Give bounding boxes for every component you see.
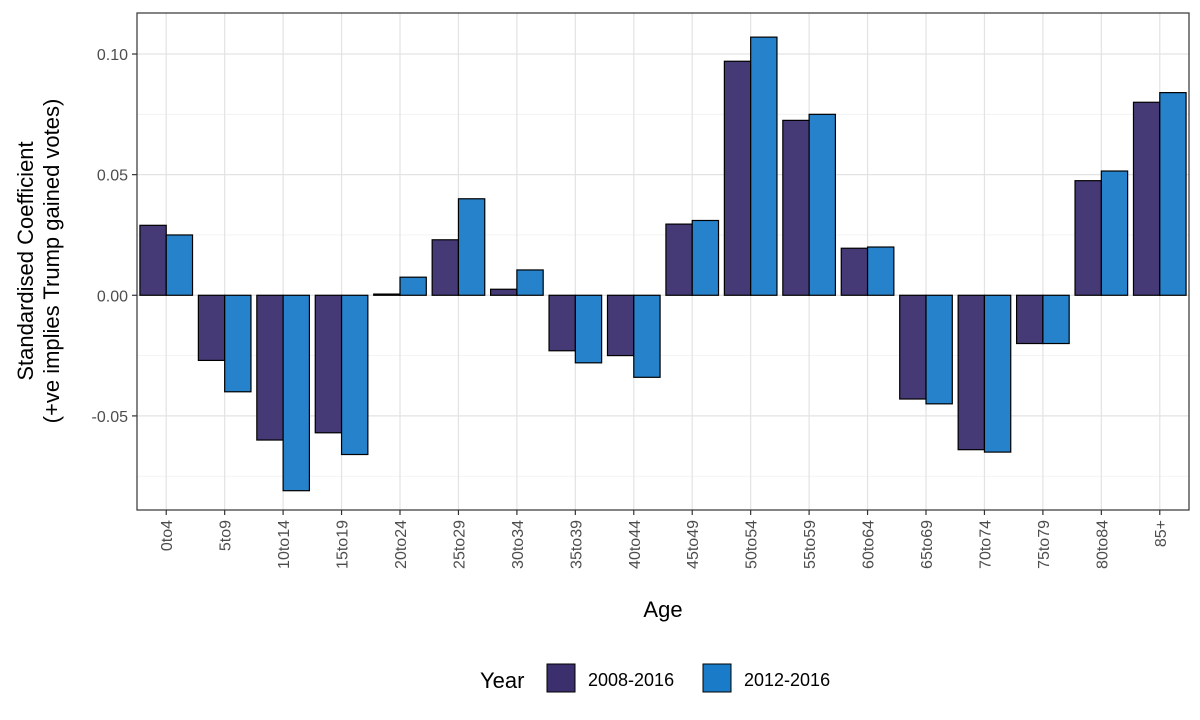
x-tick-label: 15to19	[335, 520, 352, 569]
bar-2012-2016-50to54	[750, 36, 778, 296]
bar-2012-2016-20to24	[399, 276, 427, 296]
x-axis-title: Age	[643, 597, 682, 622]
bar-2008-2016-55to59	[782, 119, 810, 296]
bar-2012-2016-10to14	[282, 294, 311, 492]
x-tick-label: 10to14	[276, 520, 293, 569]
legend-title: Year	[480, 668, 524, 693]
x-tick-label: 30to34	[510, 520, 527, 569]
bar-2008-2016-40to44	[606, 294, 635, 357]
bar-2012-2016-45to49	[691, 219, 720, 296]
bar-2012-2016-15to19	[340, 294, 369, 456]
x-tick-label: 65to69	[919, 520, 936, 569]
bar-2008-2016-20to24	[373, 293, 401, 296]
bar-2008-2016-85+	[1132, 101, 1161, 296]
x-tick-label: 85+	[1153, 520, 1170, 547]
bar-2012-2016-75to79	[1042, 294, 1070, 345]
x-tick-label: 35to39	[568, 520, 585, 569]
bar-2008-2016-30to34	[489, 288, 518, 296]
x-tick-label: 60to64	[861, 520, 878, 569]
bar-2008-2016-65to69	[899, 294, 927, 400]
x-tick-label: 20to24	[393, 520, 410, 569]
bar-2008-2016-60to64	[840, 247, 869, 296]
bar-2012-2016-55to59	[808, 113, 837, 296]
plot-panel	[137, 13, 1189, 510]
bar-2012-2016-65to69	[925, 294, 953, 405]
bar-2008-2016-50to54	[723, 60, 752, 296]
bar-2008-2016-5to9	[197, 294, 226, 362]
grid-layer	[137, 13, 1189, 510]
x-tick-label: 55to59	[802, 520, 819, 569]
y-axis: -0.05 0.00 0.05 0.10	[92, 47, 137, 426]
panel-border	[136, 12, 1190, 511]
bar-2012-2016-0to4	[165, 234, 194, 296]
x-tick-label: 50to54	[744, 520, 761, 569]
bar-2008-2016-75to79	[1015, 294, 1044, 345]
x-tick-label: 75to79	[1036, 520, 1053, 569]
bar-2012-2016-25to29	[457, 198, 486, 296]
bar-2008-2016-15to19	[314, 294, 343, 434]
legend-key-2008-2016	[546, 663, 576, 693]
legend-label-2008-2016: 2008-2016	[588, 670, 674, 690]
legend-key-2012-2016	[702, 663, 732, 693]
x-tick-label: 70to74	[977, 520, 994, 569]
bar-2012-2016-5to9	[224, 294, 252, 393]
bar-2012-2016-40to44	[633, 294, 661, 378]
x-axis: 0to4 5to9 10to14 15to19 20to24 25to29 30to34 35…	[159, 510, 1170, 569]
x-tick-label: 45to49	[685, 520, 702, 569]
bar-2008-2016-70to74	[957, 294, 986, 451]
legend: Year 2008-2016 2012-2016	[480, 663, 830, 693]
bar-2008-2016-0to4	[139, 224, 167, 296]
bar-2012-2016-70to74	[983, 294, 1012, 453]
bar-2012-2016-30to34	[516, 269, 544, 296]
x-tick-label: 5to9	[218, 520, 235, 551]
x-tick-label: 80to84	[1094, 520, 1111, 569]
bar-2008-2016-45to49	[665, 223, 693, 296]
y-tick-label: 0.10	[97, 47, 128, 64]
bar-2012-2016-80to84	[1100, 170, 1129, 296]
legend-label-2012-2016: 2012-2016	[744, 670, 830, 690]
y-axis-title: Standardised Coefficient (+ve implies Tr…	[13, 99, 64, 424]
y-axis-title-line2: (+ve implies Trump gained votes)	[39, 99, 64, 424]
bar-2008-2016-35to39	[548, 294, 576, 352]
bar-2012-2016-85+	[1159, 92, 1187, 296]
y-tick-label: 0.05	[97, 168, 128, 185]
y-tick-label: 0.00	[97, 288, 128, 305]
bars-layer	[139, 36, 1187, 492]
y-tick-label: -0.05	[92, 409, 129, 426]
bar-2008-2016-25to29	[431, 239, 460, 296]
x-tick-label: 0to4	[159, 520, 176, 551]
x-tick-label: 25to29	[451, 520, 468, 569]
bar-2012-2016-60to64	[866, 246, 895, 296]
bar-2008-2016-10to14	[256, 294, 284, 441]
y-axis-title-line1: Standardised Coefficient	[13, 141, 38, 380]
x-tick-label: 40to44	[627, 520, 644, 569]
bar-2012-2016-35to39	[574, 294, 603, 364]
bar-2008-2016-80to84	[1074, 180, 1102, 296]
